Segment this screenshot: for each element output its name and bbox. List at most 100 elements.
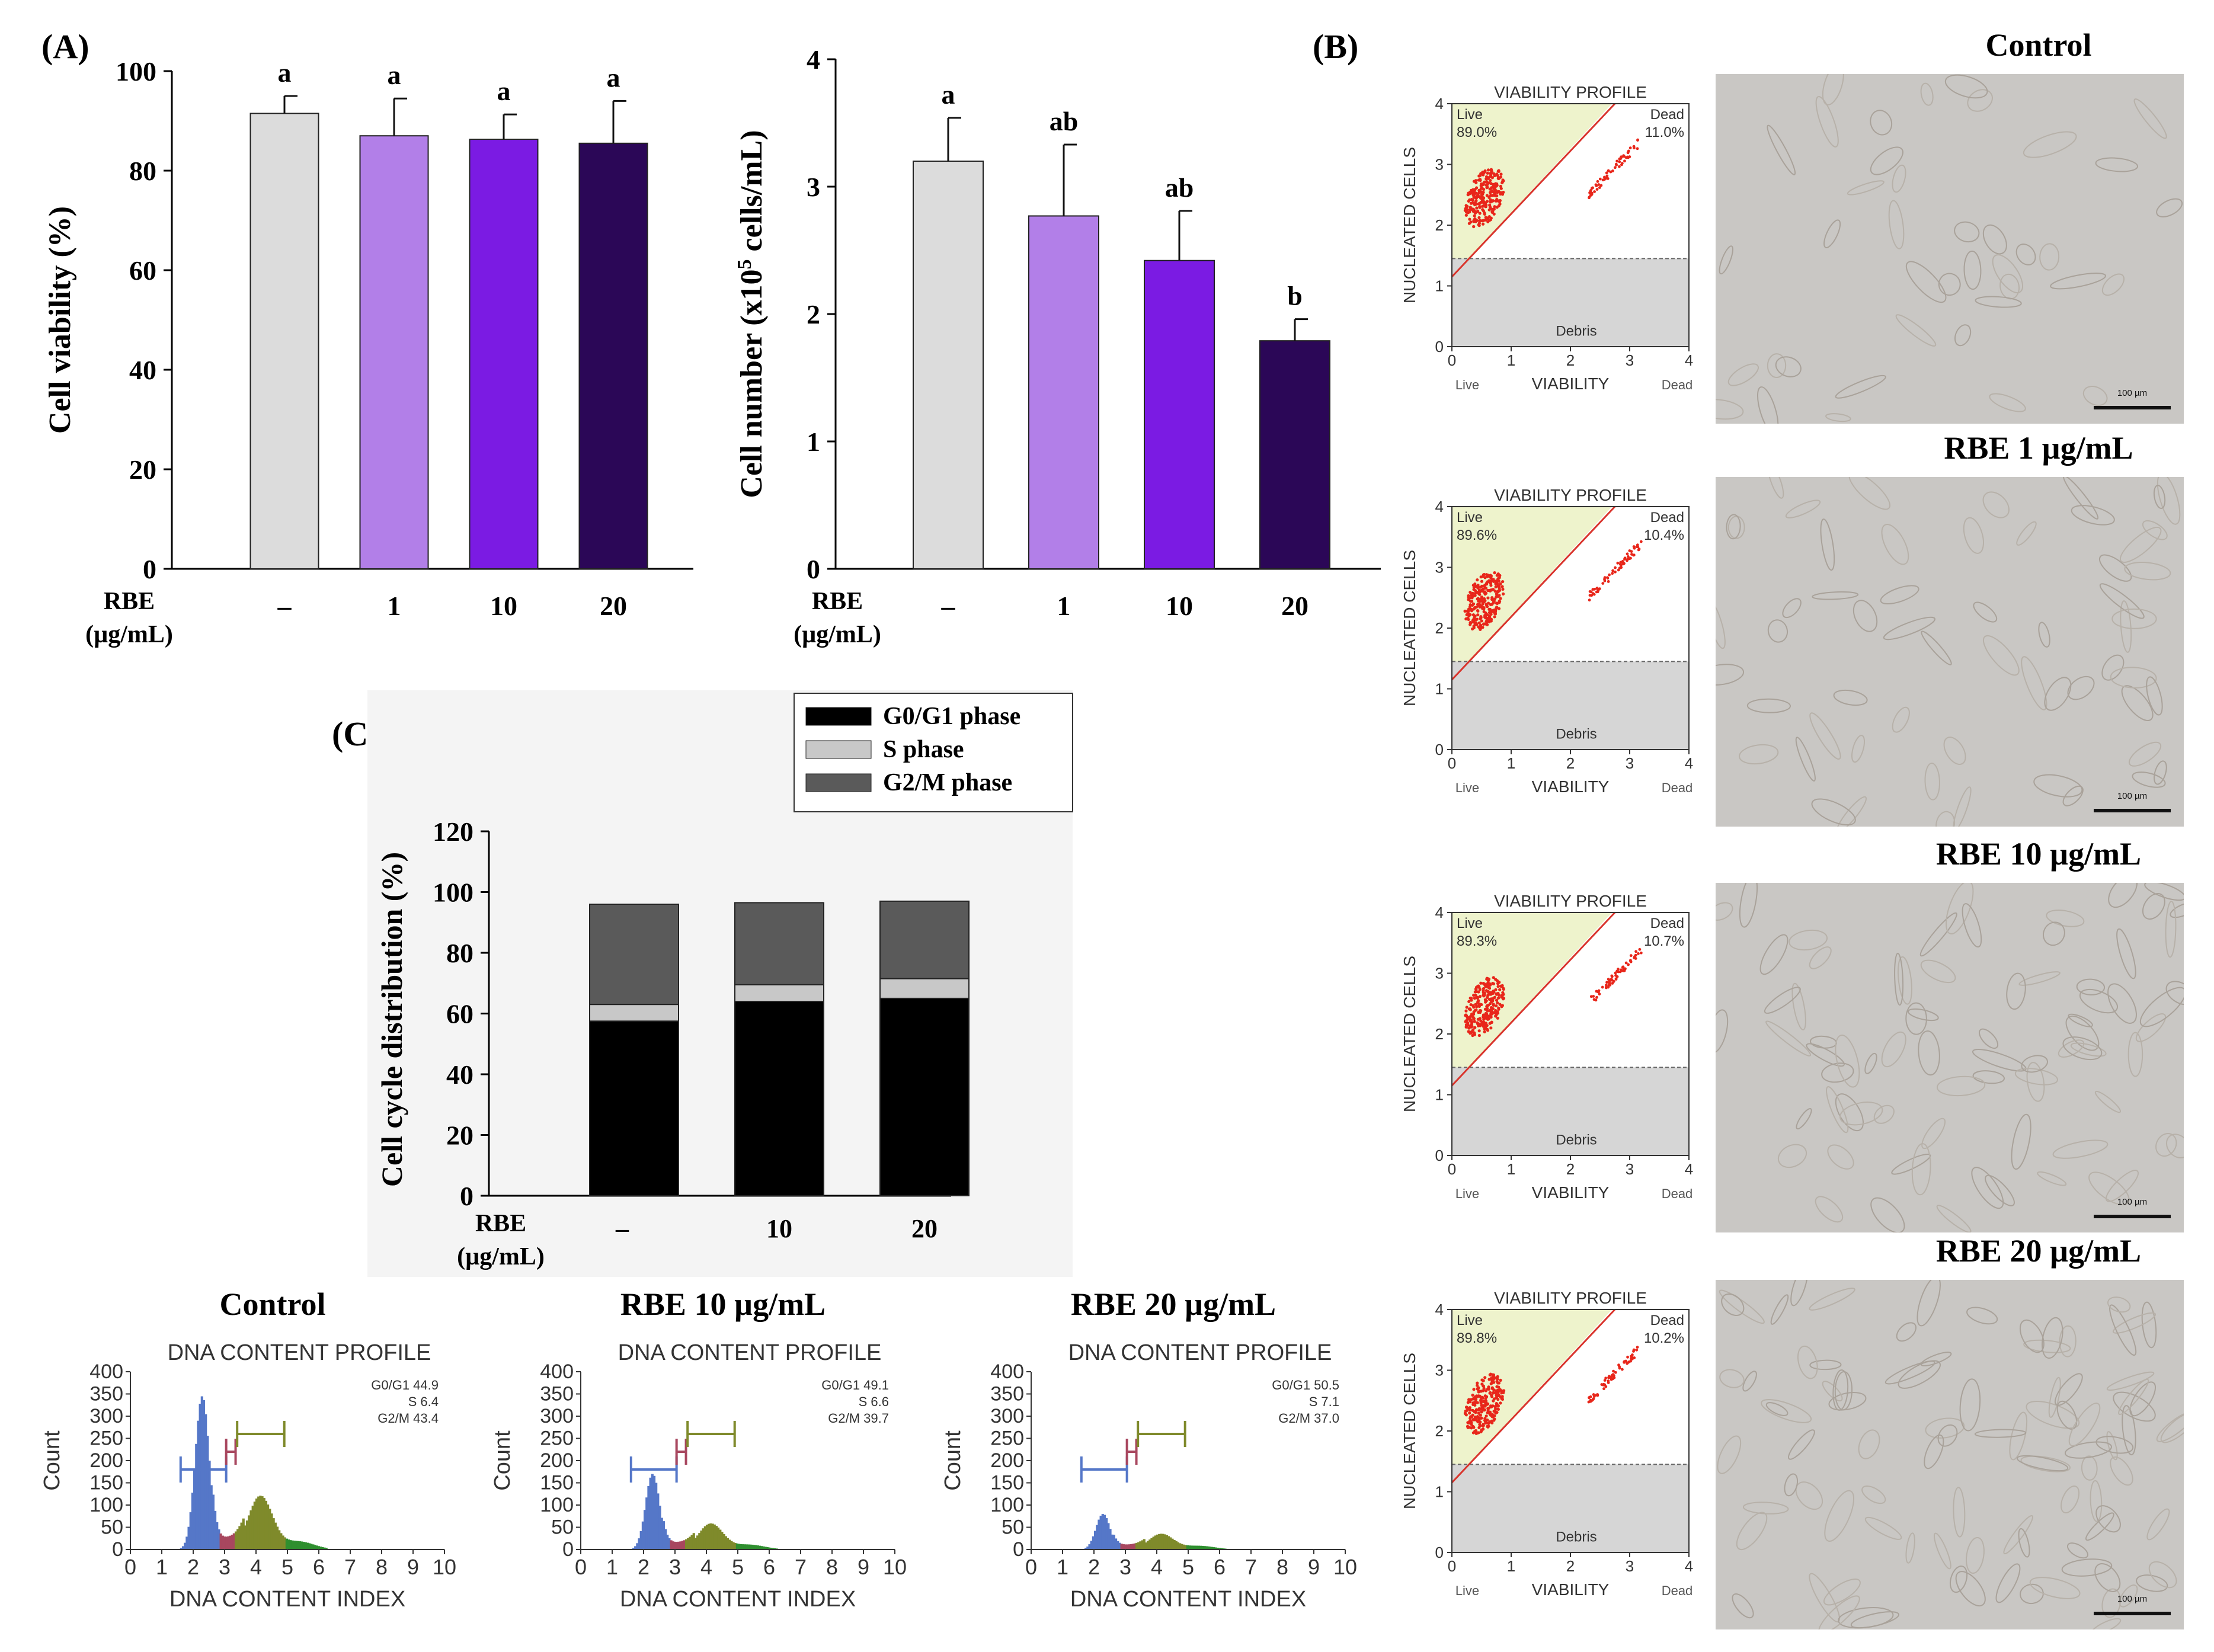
- data-point: [1479, 172, 1483, 175]
- histogram-bin: [1199, 1545, 1202, 1549]
- data-point: [1475, 194, 1479, 198]
- data-point: [1473, 997, 1476, 1000]
- cell-outline: [1719, 1369, 1745, 1388]
- histogram-bin: [683, 1540, 686, 1549]
- cell-outline: [1789, 929, 1828, 951]
- data-point: [1490, 1386, 1494, 1390]
- data-point: [1497, 580, 1500, 583]
- histogram-bin: [212, 1494, 215, 1549]
- significance-letter: a: [278, 57, 292, 88]
- histogram-bin: [1154, 1535, 1157, 1549]
- y-tick-label: 250: [89, 1427, 123, 1450]
- data-point: [1468, 192, 1471, 196]
- bar: [1259, 340, 1330, 570]
- data-point: [1484, 989, 1488, 993]
- histogram-bin: [1201, 1545, 1204, 1549]
- y-tick-label: 400: [540, 1360, 574, 1383]
- x-tick-label: 1: [1057, 1555, 1068, 1579]
- histogram-bin: [711, 1523, 714, 1549]
- bar: [1028, 215, 1099, 569]
- histogram-bin: [227, 1536, 230, 1549]
- data-point: [1484, 1015, 1487, 1019]
- data-point: [1471, 1403, 1475, 1407]
- histogram-bin: [1124, 1544, 1127, 1549]
- data-point: [1480, 1022, 1484, 1025]
- rbe-label: RBE: [812, 588, 863, 615]
- data-point: [1480, 619, 1483, 623]
- cell-outline: [1982, 224, 2007, 255]
- data-point: [1483, 991, 1486, 995]
- histogram-bin: [204, 1414, 207, 1549]
- data-point: [1497, 1381, 1501, 1385]
- data-point: [1482, 587, 1485, 591]
- plot-header: DNA CONTENT PROFILE: [618, 1340, 882, 1365]
- x-tick-label: 3: [1626, 754, 1634, 772]
- x-tick-label: 1: [156, 1555, 168, 1579]
- data-point: [1476, 1401, 1479, 1404]
- live-label: Live: [1457, 107, 1483, 123]
- data-point: [1621, 966, 1624, 969]
- histogram-bin: [187, 1526, 190, 1549]
- data-point: [1611, 1373, 1615, 1376]
- cell-outline: [2119, 1584, 2138, 1608]
- cell-outline: [1815, 96, 1839, 148]
- cell-outline: [2033, 774, 2083, 798]
- data-point: [1604, 983, 1608, 987]
- histogram-bin: [191, 1493, 194, 1549]
- data-point: [1466, 211, 1470, 214]
- histogram-bin: [1211, 1547, 1214, 1549]
- data-point: [1477, 191, 1481, 195]
- data-point: [1487, 196, 1491, 199]
- data-point: [1500, 1397, 1505, 1401]
- data-point: [1492, 1397, 1496, 1401]
- data-point: [1480, 1410, 1483, 1414]
- histogram-bin: [694, 1538, 698, 1549]
- x-axis-label: DNA CONTENT INDEX: [1070, 1587, 1306, 1612]
- histogram-bin: [770, 1548, 773, 1549]
- cell-outline: [1966, 1536, 1985, 1574]
- cell-outline: [2157, 477, 2181, 525]
- bar: [1144, 260, 1215, 569]
- axis-live-label: Live: [1455, 1583, 1479, 1598]
- data-point: [1494, 585, 1498, 589]
- histogram-bin: [306, 1542, 309, 1549]
- cell-outline: [2127, 1032, 2143, 1077]
- cell-outline: [1838, 1607, 1894, 1629]
- y-tick-label: 300: [540, 1405, 574, 1427]
- data-point: [1501, 592, 1505, 596]
- histogram-bin: [760, 1546, 763, 1549]
- cell-texture: [1716, 477, 2181, 827]
- x-tick-label: 4: [250, 1555, 262, 1579]
- data-point: [1474, 985, 1479, 990]
- y-tick-label: 0: [460, 1181, 473, 1211]
- data-point: [1473, 990, 1477, 994]
- cell-outline: [2154, 760, 2167, 785]
- cell-outline: [1765, 1402, 1789, 1416]
- y-tick-label: 60: [446, 999, 473, 1029]
- histogram-bin: [242, 1518, 245, 1549]
- data-point: [1621, 562, 1625, 566]
- significance-letter: b: [1287, 281, 1303, 311]
- data-point: [1607, 985, 1610, 989]
- data-point: [1499, 597, 1502, 600]
- histogram-bin: [670, 1540, 673, 1549]
- cell-outline: [2156, 1411, 2184, 1442]
- data-point: [1466, 208, 1469, 212]
- data-point: [1471, 627, 1474, 631]
- cell-outline: [1905, 1002, 1927, 1035]
- cell-outline: [2142, 893, 2165, 920]
- histogram-bin: [321, 1547, 324, 1549]
- histogram-bin: [1147, 1541, 1150, 1549]
- cell-outline: [1834, 1371, 1853, 1411]
- data-point: [1618, 165, 1621, 168]
- x-axis-label: VIABILITY: [1532, 374, 1610, 393]
- data-point: [1588, 196, 1591, 200]
- data-point: [1596, 180, 1599, 183]
- live-percent: 89.0%: [1457, 124, 1497, 140]
- data-point: [1479, 1430, 1483, 1434]
- axis-live-label: Live: [1455, 377, 1479, 392]
- data-point: [1492, 190, 1495, 194]
- histogram-bin: [259, 1496, 262, 1549]
- histogram-bin: [231, 1535, 233, 1549]
- cell-outline: [2048, 1376, 2061, 1418]
